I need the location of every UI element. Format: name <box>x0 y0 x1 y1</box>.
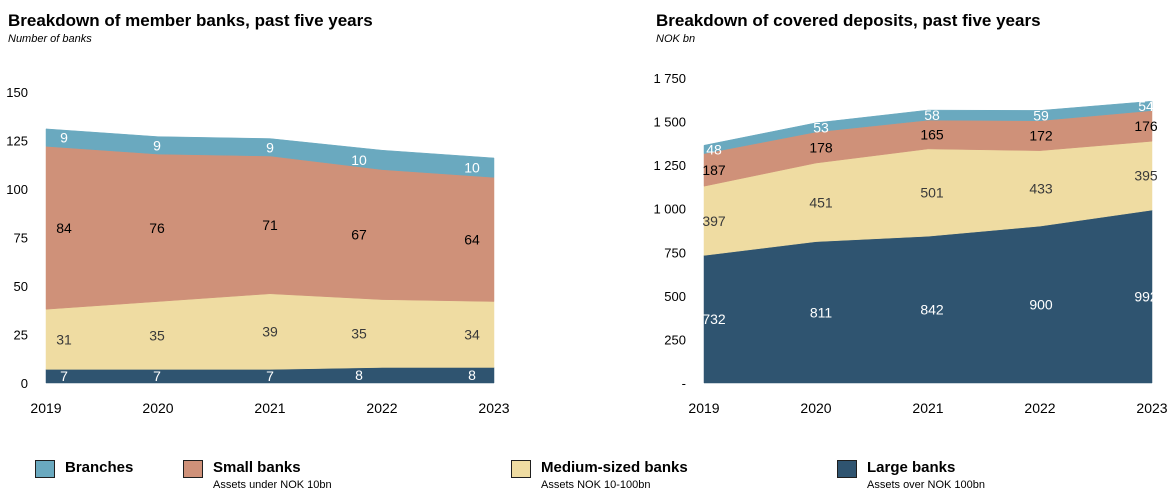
legend-desc-small-banks: Assets under NOK 10bn <box>213 479 332 491</box>
chart1-data-label-medium: 34 <box>464 327 480 343</box>
chart2-data-label-branches: 53 <box>813 119 829 135</box>
legend-desc-medium-banks: Assets NOK 10-100bn <box>541 479 651 491</box>
chart2-data-label-branches: 54 <box>1138 98 1154 114</box>
chart1-data-label-large: 7 <box>266 368 274 384</box>
chart1-xtick-label: 2023 <box>478 400 509 416</box>
chart1-data-label-branches: 9 <box>266 139 274 155</box>
chart2-ytick-label: - <box>682 376 686 391</box>
chart1-area-branches <box>45 128 495 178</box>
chart2-ytick-label: 1 750 <box>653 71 686 86</box>
legend-label-large-banks: Large banks <box>867 459 956 476</box>
chart1-ytick-label: 0 <box>21 376 28 391</box>
chart1-ytick-label: 100 <box>6 182 28 197</box>
legend-swatch-branches <box>35 460 55 478</box>
chart2-data-label-large: 992 <box>1134 289 1158 305</box>
chart1-title: Breakdown of member banks, past five yea… <box>8 11 373 30</box>
chart2-data-label-small: 187 <box>702 162 726 178</box>
chart1-data-label-small: 71 <box>262 217 278 233</box>
chart1-ytick-label: 25 <box>14 328 28 343</box>
chart1-data-label-small: 76 <box>149 220 165 236</box>
chart1-ytick-label: 50 <box>14 279 28 294</box>
chart2-data-label-medium: 451 <box>809 194 833 210</box>
chart2-xtick-label: 2022 <box>1024 400 1055 416</box>
chart2-data-label-small: 165 <box>920 127 944 143</box>
chart1-data-label-medium: 31 <box>56 331 72 347</box>
chart1-xtick-label: 2022 <box>366 400 397 416</box>
chart2-ytick-label: 1 500 <box>653 115 686 130</box>
chart1-xtick-label: 2020 <box>142 400 173 416</box>
chart2-title: Breakdown of covered deposits, past five… <box>656 11 1041 30</box>
chart1-data-label-large: 8 <box>355 367 363 383</box>
chart2-data-label-branches: 48 <box>706 141 722 157</box>
chart2-ytick-label: 750 <box>664 245 686 260</box>
chart1-ytick-label: 150 <box>6 85 28 100</box>
chart1-subtitle: Number of banks <box>8 33 92 45</box>
chart2-data-label-medium: 433 <box>1029 180 1053 196</box>
chart1-data-label-branches: 10 <box>464 160 480 176</box>
chart1-xtick-label: 2021 <box>254 400 285 416</box>
chart2-xtick-label: 2021 <box>912 400 943 416</box>
chart2-data-label-medium: 501 <box>920 185 944 201</box>
chart2-data-label-small: 178 <box>809 140 833 156</box>
chart1-ytick-label: 75 <box>14 231 28 246</box>
chart2-xtick-label: 2023 <box>1136 400 1167 416</box>
legend-swatch-medium-banks <box>511 460 531 478</box>
legend-label-small-banks: Small banks <box>213 459 301 476</box>
chart2-ytick-label: 1 250 <box>653 158 686 173</box>
legend-label-branches: Branches <box>65 459 134 476</box>
chart2-data-label-medium: 397 <box>702 213 726 229</box>
charts-canvas: 0 25 50 75 100 125 150 2019 2020 2021 2022 2023 7 7 7 8… <box>6 71 1167 416</box>
chart1-data-label-medium: 35 <box>149 327 165 343</box>
chart2-xtick-label: 2020 <box>800 400 831 416</box>
legend-label-medium-banks: Medium-sized banks <box>541 459 688 476</box>
chart1-data-label-small: 84 <box>56 220 72 236</box>
chart1-data-label-small: 67 <box>351 227 367 243</box>
legend-desc-large-banks: Assets over NOK 100bn <box>867 479 986 491</box>
chart2-data-label-small: 172 <box>1029 128 1053 144</box>
chart1-data-label-branches: 9 <box>60 130 68 146</box>
chart2-data-label-medium: 395 <box>1134 168 1158 184</box>
chart1-data-label-branches: 9 <box>153 137 161 153</box>
legend-swatch-large-banks <box>837 460 857 478</box>
chart2-data-label-large: 842 <box>920 302 944 318</box>
chart1-xtick-label: 2019 <box>30 400 61 416</box>
chart1-data-label-branches: 10 <box>351 152 367 168</box>
chart1-data-label-large: 8 <box>468 367 476 383</box>
chart1-data-label-large: 7 <box>153 368 161 384</box>
chart1-data-label-small: 64 <box>464 231 480 247</box>
chart2-subtitle: NOK bn <box>656 33 696 45</box>
chart2-data-label-branches: 59 <box>1033 108 1049 124</box>
chart2-area-branches <box>703 100 1153 154</box>
chart1-ytick-label: 125 <box>6 134 28 149</box>
chart2-data-label-small: 176 <box>1134 118 1158 134</box>
chart2-xtick-label: 2019 <box>688 400 719 416</box>
chart2-ytick-label: 500 <box>664 289 686 304</box>
chart2-data-label-large: 811 <box>810 304 833 320</box>
chart1-data-label-medium: 35 <box>351 326 367 342</box>
chart1-data-label-large: 7 <box>60 368 68 384</box>
chart1-data-label-medium: 39 <box>262 324 278 340</box>
chart2-data-label-large: 732 <box>702 311 726 327</box>
legend-swatch-small-banks <box>183 460 203 478</box>
chart2-data-label-large: 900 <box>1029 297 1053 313</box>
chart2-ytick-label: 1 000 <box>653 202 686 217</box>
chart2-ytick-label: 250 <box>664 332 686 347</box>
chart2-data-label-branches: 58 <box>924 107 940 123</box>
legend: Branches Small banks Assets under NOK 10… <box>0 458 1172 496</box>
